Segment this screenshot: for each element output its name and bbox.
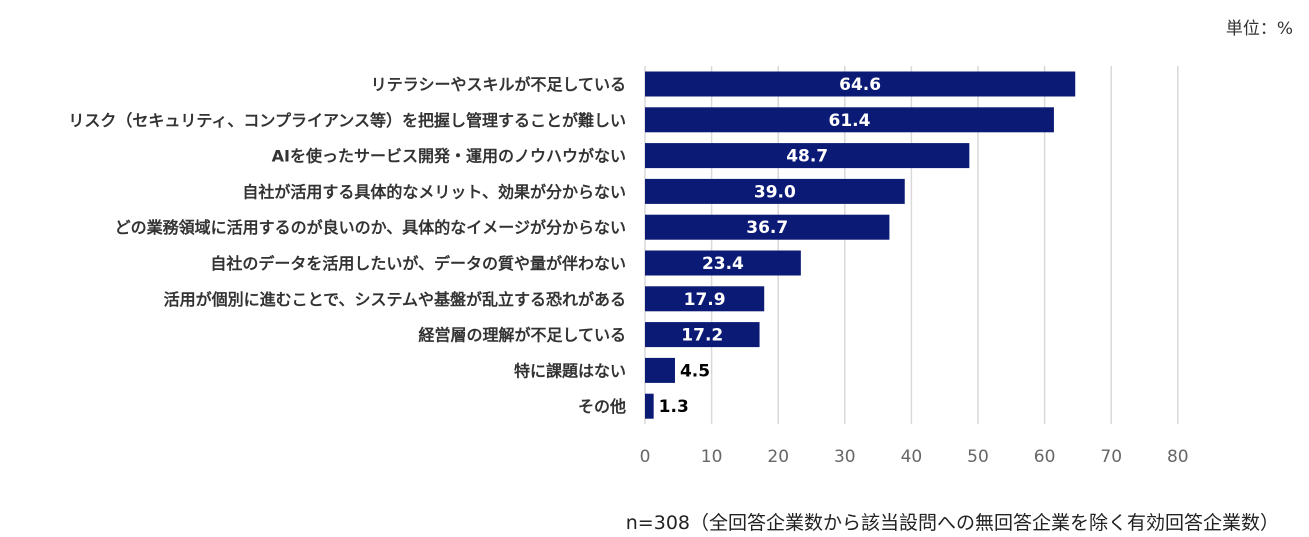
x-tick-label: 40	[901, 447, 923, 467]
category-label: 経営層の理解が不足している	[418, 326, 626, 345]
category-labels: リテラシーやスキルが不足しているリスク（セキュリティ、コンプライアンス等）を把握…	[68, 75, 626, 416]
bar	[645, 393, 654, 419]
category-label: どの業務領域に活用するのが良いのか、具体的なイメージが分からない	[115, 218, 626, 237]
bar	[645, 143, 970, 169]
sample-size-note: n=308（全回答企業数から該当設問への無回答企業を除く有効回答企業数）	[625, 512, 1279, 534]
value-label: 23.4	[702, 254, 744, 274]
x-tick-label: 0	[640, 447, 651, 467]
category-label: 活用が個別に進むことで、システムや基盤が乱立する恐れがある	[164, 290, 626, 309]
category-label: リスク（セキュリティ、コンプライアンス等）を把握し管理することが難しい	[68, 111, 626, 130]
bar	[645, 107, 1054, 133]
value-label: 1.3	[659, 397, 689, 417]
category-label: 自社のデータを活用したいが、データの質や量が伴わない	[210, 254, 626, 273]
x-tick-label: 50	[967, 447, 989, 467]
gridlines	[644, 66, 1179, 424]
value-label: 4.5	[680, 361, 710, 381]
value-label: 39.0	[754, 182, 796, 202]
bar	[645, 250, 801, 276]
bar	[645, 357, 675, 383]
category-label: その他	[578, 397, 626, 416]
bars	[645, 71, 1076, 419]
category-label: AIを使ったサービス開発・運用のノウハウがない	[272, 147, 626, 166]
value-label: 17.2	[681, 326, 723, 346]
bar	[645, 71, 1076, 97]
bar	[645, 178, 905, 204]
category-label: 自社が活用する具体的なメリット、効果が分からない	[242, 182, 626, 201]
x-tick-label: 80	[1167, 447, 1189, 467]
value-label: 17.9	[684, 290, 726, 310]
value-label: 61.4	[828, 111, 870, 131]
value-label: 64.6	[839, 75, 881, 95]
x-tick-label: 20	[767, 447, 789, 467]
category-label: 特に課題はない	[514, 361, 626, 380]
x-tick-label: 10	[701, 447, 723, 467]
bar	[645, 286, 765, 312]
value-labels: 64.6 61.448.7 39.0 36.723.4 17.9 17.2 4.5 1.3	[659, 75, 881, 417]
unit-label: 単位：%	[1225, 19, 1293, 39]
x-tick-label: 60	[1034, 447, 1056, 467]
bar	[645, 322, 760, 348]
x-axis-ticks: 0 10 20 30 40 50 60 70 80	[640, 447, 1189, 467]
x-tick-label: 30	[834, 447, 856, 467]
value-label: 48.7	[786, 147, 828, 167]
category-label: リテラシーやスキルが不足している	[371, 75, 626, 94]
x-tick-label: 70	[1100, 447, 1122, 467]
value-label: 36.7	[746, 218, 788, 238]
bar	[645, 214, 890, 240]
